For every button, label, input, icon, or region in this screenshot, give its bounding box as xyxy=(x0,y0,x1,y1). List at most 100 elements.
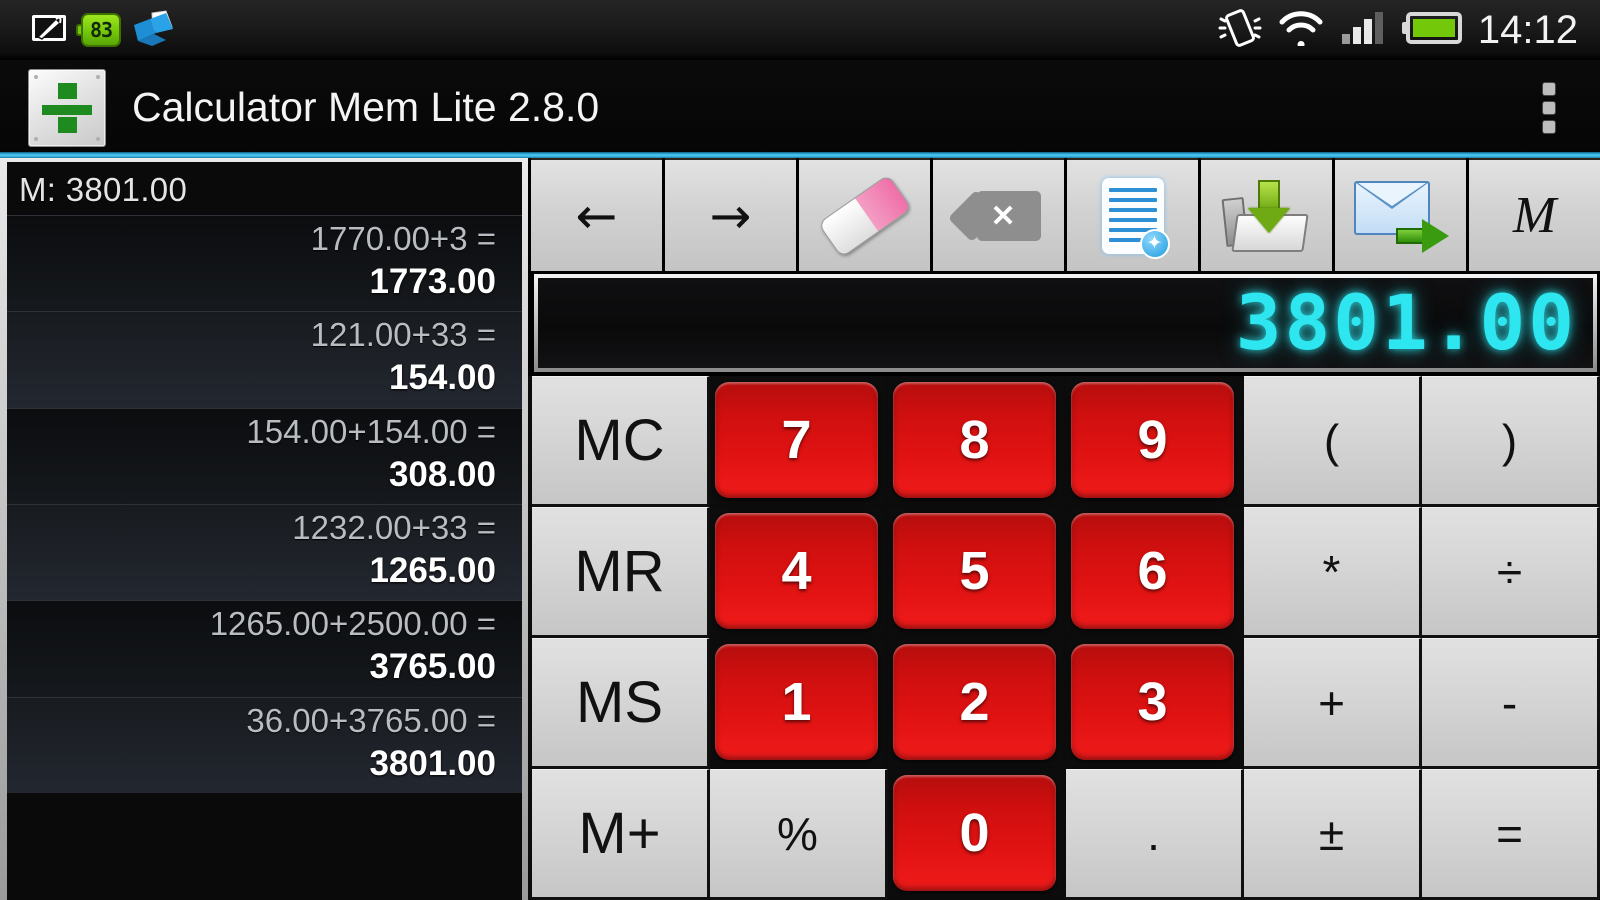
key-minus-label: - xyxy=(1501,676,1518,729)
history-expression: 1232.00+33 = xyxy=(292,509,496,547)
key-5[interactable]: 5 xyxy=(888,507,1066,638)
key-1-label: 1 xyxy=(781,672,812,732)
key-close-paren[interactable]: ) xyxy=(1422,376,1600,507)
send-mail-glyph xyxy=(1353,180,1449,253)
display-wrapper: 3801.00 xyxy=(528,271,1600,376)
status-bar-right-icons: 14:12 xyxy=(1218,7,1600,54)
history-result: 154.00 xyxy=(388,358,496,398)
key-plus[interactable]: + xyxy=(1244,638,1422,769)
key-open-paren[interactable]: ( xyxy=(1244,376,1422,507)
accent-divider xyxy=(0,152,1600,158)
eraser-glyph xyxy=(817,173,912,258)
key-6[interactable]: 6 xyxy=(1066,507,1244,638)
history-expression: 1770.00+3 = xyxy=(310,220,496,257)
key-1-surface: 1 xyxy=(715,644,878,760)
battery-icon xyxy=(1401,11,1462,50)
key-plus-minus[interactable]: ± xyxy=(1244,769,1422,900)
arrow-right-icon[interactable]: → xyxy=(665,158,796,271)
history-result: 3801.00 xyxy=(369,743,496,783)
key-6-label: 6 xyxy=(1137,541,1168,601)
key-minus[interactable]: - xyxy=(1422,638,1600,769)
memory-m-icon[interactable]: M xyxy=(1469,158,1600,271)
history-panel[interactable]: M: 3801.00 1770.00+3 = 1773.00 121.00+33 =… xyxy=(0,158,528,900)
wifi-icon xyxy=(1278,10,1324,51)
key-mc-label: MC xyxy=(574,407,665,473)
toolbar: ← → ✕ xyxy=(528,158,1600,271)
key-mr[interactable]: MR xyxy=(532,507,710,638)
title-bar: Calculator Mem Lite 2.8.0 xyxy=(0,60,1600,155)
history-expression: 154.00+154.00 = xyxy=(246,412,496,450)
key-9[interactable]: 9 xyxy=(1066,376,1244,507)
history-expression: 36.00+3765.00 = xyxy=(246,701,496,739)
key-ms[interactable]: MS xyxy=(532,638,710,769)
key-open-paren-label: ( xyxy=(1323,414,1340,467)
arrow-left-icon[interactable]: ← xyxy=(531,158,662,271)
key-2-surface: 2 xyxy=(893,644,1056,760)
arrow-left-glyph: ← xyxy=(575,186,618,245)
key-0-label: 0 xyxy=(959,803,990,863)
key-8[interactable]: 8 xyxy=(888,376,1066,507)
signal-icon xyxy=(1340,10,1386,51)
status-bar-left-icons: 83 xyxy=(0,9,174,52)
key-divide[interactable]: ÷ xyxy=(1422,507,1600,638)
history-row[interactable]: 121.00+33 = 154.00 xyxy=(7,311,522,408)
history-row[interactable]: 1265.00+2500.00 = 3765.00 xyxy=(7,600,522,697)
keypad: MC 7 8 9 () MR 4 5 6 * ÷ MS 1 2 3 + - M+% 0. ± = xyxy=(528,376,1600,900)
battery-percent-badge: 83 xyxy=(76,13,121,47)
history-row[interactable]: 154.00+154.00 = 308.00 xyxy=(7,407,522,505)
key-equals-label: = xyxy=(1496,807,1523,860)
history-row[interactable]: 36.00+3765.00 = 3801.00 xyxy=(7,696,522,794)
key-m-plus-label: M+ xyxy=(578,800,661,866)
calculator-display[interactable]: 3801.00 xyxy=(534,274,1597,372)
clock: 14:12 xyxy=(1477,7,1578,52)
status-bar: 83 xyxy=(0,0,1600,60)
memory-value-label: M: 3801.00 xyxy=(7,162,522,215)
note-add-glyph xyxy=(1101,177,1170,259)
screenshot-icon xyxy=(30,11,70,50)
history-expression: 121.00+33 = xyxy=(310,316,496,354)
key-mc[interactable]: MC xyxy=(532,376,710,507)
key-plus-label: + xyxy=(1318,676,1345,729)
key-divide-label: ÷ xyxy=(1496,545,1523,598)
key-4[interactable]: 4 xyxy=(710,507,888,638)
key-8-surface: 8 xyxy=(893,382,1056,498)
overflow-menu-icon[interactable] xyxy=(1534,77,1564,139)
key-6-surface: 6 xyxy=(1071,513,1234,629)
arrow-right-glyph: → xyxy=(709,186,752,245)
key-plus-minus-label: ± xyxy=(1318,807,1345,860)
save-icon[interactable] xyxy=(1201,158,1332,271)
key-1[interactable]: 1 xyxy=(710,638,888,769)
key-m-plus[interactable]: M+ xyxy=(532,769,710,900)
key-7[interactable]: 7 xyxy=(710,376,888,507)
display-value: 3801.00 xyxy=(1235,278,1577,367)
eraser-icon[interactable] xyxy=(799,158,930,271)
note-add-icon[interactable] xyxy=(1067,158,1198,271)
key-0-surface: 0 xyxy=(893,775,1056,891)
history-result: 3765.00 xyxy=(369,647,496,687)
key-decimal[interactable]: . xyxy=(1066,769,1244,900)
key-equals[interactable]: = xyxy=(1422,769,1600,900)
history-result: 1265.00 xyxy=(369,550,496,590)
history-row[interactable]: 1770.00+3 = 1773.00 xyxy=(7,215,522,312)
key-3-surface: 3 xyxy=(1071,644,1234,760)
key-3-label: 3 xyxy=(1137,672,1168,732)
key-8-label: 8 xyxy=(959,410,990,470)
key-7-surface: 7 xyxy=(715,382,878,498)
history-list[interactable]: 1770.00+3 = 1773.00 121.00+33 = 154.00 154.0… xyxy=(7,215,522,794)
history-row[interactable]: 1232.00+33 = 1265.00 xyxy=(7,504,522,601)
backspace-glyph: ✕ xyxy=(947,189,1041,242)
key-percent[interactable]: % xyxy=(710,769,888,900)
division-sign-icon xyxy=(28,68,106,147)
key-ms-label: MS xyxy=(576,669,663,735)
save-glyph xyxy=(1221,179,1310,252)
memory-m-glyph: M xyxy=(1512,187,1557,244)
key-3[interactable]: 3 xyxy=(1066,638,1244,769)
key-4-label: 4 xyxy=(781,541,812,601)
key-multiply[interactable]: * xyxy=(1244,507,1422,638)
key-2[interactable]: 2 xyxy=(888,638,1066,769)
key-0[interactable]: 0 xyxy=(888,769,1066,900)
history-result: 308.00 xyxy=(388,454,496,494)
send-mail-icon[interactable] xyxy=(1335,158,1466,271)
key-9-label: 9 xyxy=(1137,410,1168,470)
backspace-icon[interactable]: ✕ xyxy=(933,158,1064,271)
